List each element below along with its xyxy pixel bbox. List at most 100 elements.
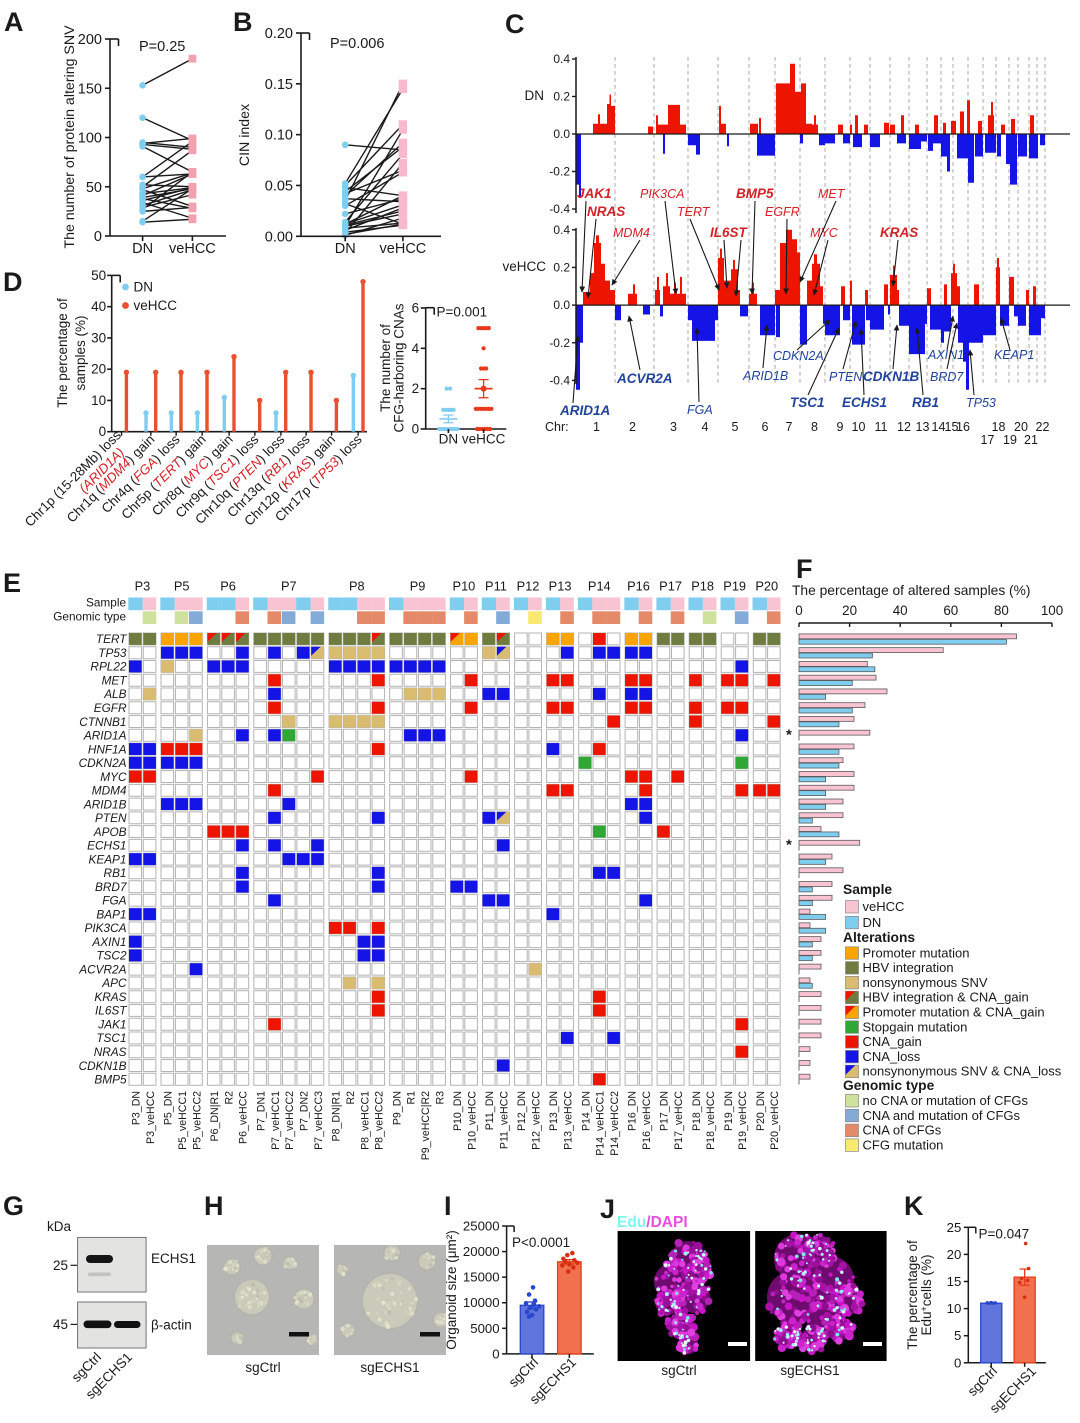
svg-text:P16: P16 — [627, 579, 650, 594]
svg-text:Genomic type: Genomic type — [843, 1078, 935, 1093]
svg-text:22: 22 — [1036, 420, 1050, 434]
svg-text:R3: R3 — [434, 1091, 446, 1105]
svg-text:25: 25 — [947, 1220, 962, 1235]
svg-text:P=0.047: P=0.047 — [979, 1227, 1030, 1242]
svg-text:P3_DN: P3_DN — [131, 1091, 143, 1125]
svg-text:CFG-harboring CNAs: CFG-harboring CNAs — [392, 303, 407, 432]
svg-text:BMP5: BMP5 — [94, 1073, 127, 1087]
svg-text:P8_DN|R1: P8_DN|R1 — [331, 1091, 343, 1142]
svg-text:0.15: 0.15 — [265, 77, 293, 93]
svg-text:P11_veHCC: P11_veHCC — [499, 1091, 511, 1149]
svg-text:DN: DN — [335, 241, 356, 257]
svg-text:-0.4: -0.4 — [549, 202, 570, 216]
svg-text:P11: P11 — [485, 579, 507, 594]
svg-text:20: 20 — [1014, 420, 1028, 434]
svg-text:P8_veHCC1: P8_veHCC1 — [359, 1091, 371, 1150]
svg-text:The percentage of: The percentage of — [55, 298, 70, 408]
svg-text:sgECHS1: sgECHS1 — [360, 1360, 419, 1375]
svg-text:P7_veHCC2: P7_veHCC2 — [284, 1091, 296, 1150]
svg-text:KRAS: KRAS — [94, 990, 126, 1004]
svg-text:P17: P17 — [659, 579, 682, 594]
svg-text:P5_veHCC1: P5_veHCC1 — [177, 1091, 189, 1150]
svg-text:0.0: 0.0 — [553, 127, 570, 141]
svg-text:veHCC: veHCC — [502, 259, 546, 274]
svg-text:P6: P6 — [220, 579, 236, 594]
svg-text:P10: P10 — [453, 579, 476, 594]
svg-text:samples (%): samples (%) — [73, 315, 88, 390]
svg-text:JAK1: JAK1 — [577, 186, 612, 201]
svg-text:CNA_loss: CNA_loss — [863, 1049, 921, 1064]
svg-text:Chr:: Chr: — [545, 420, 569, 434]
svg-text:P9: P9 — [410, 579, 426, 594]
svg-text:RPL22: RPL22 — [90, 660, 127, 674]
svg-text:veHCC: veHCC — [462, 432, 506, 447]
svg-text:BMP5: BMP5 — [736, 186, 774, 201]
svg-text:0: 0 — [94, 229, 102, 245]
svg-text:20: 20 — [842, 603, 857, 618]
svg-text:P=0.25: P=0.25 — [139, 39, 185, 55]
svg-text:MYC: MYC — [100, 770, 127, 784]
svg-text:EGFR: EGFR — [765, 205, 800, 219]
svg-text:10000: 10000 — [463, 1295, 500, 1310]
svg-text:P20: P20 — [755, 579, 778, 594]
svg-text:C: C — [505, 9, 525, 39]
svg-text:0.0: 0.0 — [553, 298, 570, 312]
svg-text:kDa: kDa — [47, 1219, 71, 1234]
svg-text:The percentage of: The percentage of — [905, 1240, 920, 1350]
svg-text:veHCC: veHCC — [169, 241, 216, 257]
svg-text:1: 1 — [593, 420, 600, 434]
svg-text:ARID1A: ARID1A — [559, 403, 610, 418]
svg-text:CTNNB1: CTNNB1 — [79, 715, 126, 729]
svg-text:P11_DN: P11_DN — [484, 1091, 496, 1130]
svg-text:13: 13 — [916, 420, 930, 434]
svg-text:P20_veHCC: P20_veHCC — [769, 1091, 781, 1150]
svg-text:no CNA or mutation of CFGs: no CNA or mutation of CFGs — [863, 1093, 1029, 1108]
svg-text:TSC2: TSC2 — [96, 949, 127, 963]
svg-text:P19: P19 — [723, 579, 746, 594]
svg-text:P14_DN: P14_DN — [580, 1091, 592, 1131]
svg-text:CIN index: CIN index — [237, 104, 253, 166]
svg-text:veHCC: veHCC — [863, 899, 905, 914]
svg-text:The number of protein altering: The number of protein altering SNV — [62, 25, 78, 249]
svg-text:ACVR2A: ACVR2A — [78, 962, 126, 976]
svg-text:veHCC: veHCC — [380, 241, 427, 257]
svg-text:E: E — [3, 568, 21, 598]
svg-text:PTEN: PTEN — [829, 370, 863, 384]
svg-text:FGA: FGA — [102, 894, 126, 908]
svg-text:16: 16 — [956, 420, 970, 434]
svg-text:CFG mutation: CFG mutation — [863, 1137, 944, 1152]
svg-text:F: F — [796, 554, 813, 584]
svg-text:R2: R2 — [223, 1091, 235, 1105]
svg-text:P9_veHCC|R2: P9_veHCC|R2 — [420, 1091, 432, 1160]
svg-text:P5_veHCC2: P5_veHCC2 — [191, 1091, 203, 1150]
svg-text:MDM4: MDM4 — [613, 226, 650, 240]
svg-text:sgCtrl: sgCtrl — [245, 1360, 280, 1375]
svg-text:P17_DN: P17_DN — [659, 1091, 671, 1131]
svg-text:0.2: 0.2 — [553, 260, 570, 274]
svg-text:0.00: 0.00 — [265, 229, 293, 245]
svg-text:TSC1: TSC1 — [790, 395, 825, 410]
svg-text:30: 30 — [91, 330, 106, 345]
svg-text:200: 200 — [78, 32, 102, 48]
svg-text:I: I — [444, 1191, 452, 1221]
svg-text:Genomic type: Genomic type — [53, 609, 126, 623]
svg-text:-0.4: -0.4 — [549, 373, 570, 387]
svg-text:Edu+cells (%): Edu+cells (%) — [919, 1254, 934, 1335]
svg-text:150: 150 — [78, 81, 102, 97]
svg-text:P17_veHCC: P17_veHCC — [673, 1091, 685, 1150]
svg-text:P13_DN: P13_DN — [548, 1091, 560, 1131]
svg-text:P20_DN: P20_DN — [755, 1091, 767, 1131]
svg-text:NRAS: NRAS — [587, 204, 625, 219]
svg-text:100: 100 — [78, 131, 102, 147]
svg-text:17: 17 — [981, 433, 995, 447]
svg-text:0.10: 0.10 — [265, 128, 293, 144]
svg-text:Sample: Sample — [843, 882, 892, 897]
svg-text:P<0.0001: P<0.0001 — [512, 1235, 570, 1250]
svg-text:ARID1B: ARID1B — [742, 369, 788, 383]
svg-text:P6_veHCC: P6_veHCC — [238, 1091, 250, 1144]
svg-text:P14_veHCC1: P14_veHCC1 — [595, 1091, 607, 1156]
svg-text:ALB: ALB — [103, 687, 126, 701]
svg-text:P12_DN: P12_DN — [516, 1091, 528, 1131]
svg-text:11: 11 — [875, 420, 888, 434]
svg-text:50: 50 — [91, 268, 106, 283]
